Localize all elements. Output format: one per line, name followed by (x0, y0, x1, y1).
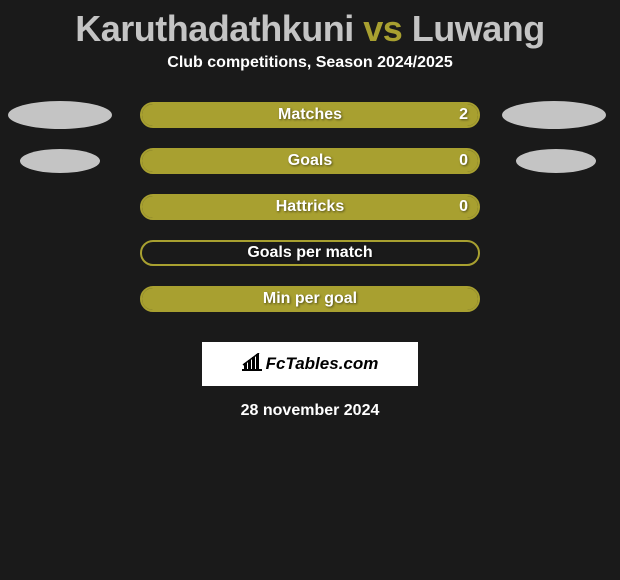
stat-label: Hattricks (140, 194, 480, 220)
stats-container: Matches2Goals0Hattricks0Goals per matchM… (0, 102, 620, 332)
ellipse-right (502, 101, 606, 129)
stat-value: 0 (459, 194, 468, 220)
player2-name: Luwang (412, 8, 545, 49)
logo-box: FcTables.com (202, 342, 418, 386)
player1-name: Karuthadathkuni (75, 8, 354, 49)
stat-label: Matches (140, 102, 480, 128)
subtitle: Club competitions, Season 2024/2025 (0, 54, 620, 72)
logo-text: FcTables.com (266, 354, 379, 374)
logo-chart-icon (242, 353, 262, 376)
comparison-title: Karuthadathkuni vs Luwang (0, 0, 620, 54)
stat-row: Goals0 (0, 148, 620, 194)
stat-row: Hattricks0 (0, 194, 620, 240)
stat-value: 2 (459, 102, 468, 128)
stat-value: 0 (459, 148, 468, 174)
ellipse-right (516, 149, 596, 173)
stat-label: Goals (140, 148, 480, 174)
date-text: 28 november 2024 (0, 402, 620, 420)
stat-row: Matches2 (0, 102, 620, 148)
stat-label: Min per goal (140, 286, 480, 312)
stat-row: Goals per match (0, 240, 620, 286)
ellipse-left (20, 149, 100, 173)
vs-text: vs (363, 8, 402, 49)
stat-label: Goals per match (140, 240, 480, 266)
stat-row: Min per goal (0, 286, 620, 332)
ellipse-left (8, 101, 112, 129)
